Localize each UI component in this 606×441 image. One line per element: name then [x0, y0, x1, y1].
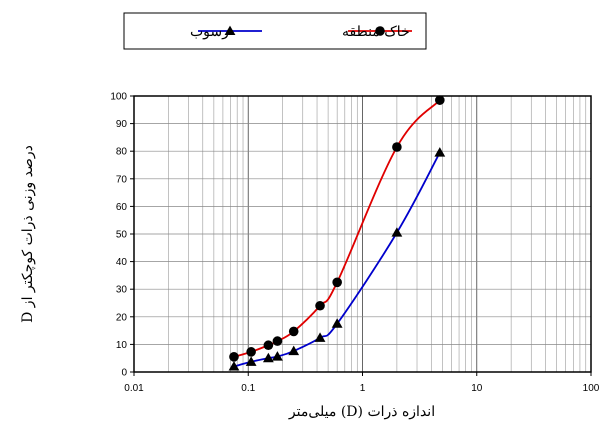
data-point-sediment [314, 332, 326, 342]
y-tick-label: 70 [116, 174, 128, 185]
y-tick-label: 10 [116, 340, 128, 351]
y-tick-label: 90 [116, 119, 128, 130]
series-line-sediment [233, 152, 441, 368]
data-point-sediment [331, 318, 343, 328]
y-tick-label: 100 [110, 92, 127, 103]
grid [134, 96, 591, 372]
x-tick-label: 0.01 [124, 383, 144, 394]
legend-label: رسوب [190, 24, 229, 40]
y-tick-label: 20 [116, 312, 128, 323]
data-point-soil [332, 277, 342, 288]
data-point-soil [435, 95, 445, 105]
plot-area: 0.01 0.1 1 10 100 0 10 20 30 40 50 60 70 80 90 100 [110, 92, 599, 395]
y-tick-label: 40 [116, 257, 128, 268]
legend-label: خاک منطقه [342, 24, 410, 40]
y-tick-label: 30 [116, 285, 128, 296]
legend-swatch-marker [375, 26, 385, 36]
x-axis-title: اندازه ذرات (D) میلی‌متر [288, 404, 435, 420]
data-point-sediment [272, 351, 283, 361]
x-tick-label: 100 [583, 383, 600, 394]
data-point-sediment [228, 361, 240, 371]
x-tick-label: 10 [471, 383, 483, 394]
data-point-soil [272, 336, 283, 346]
x-tick-label: 0.1 [241, 383, 255, 394]
data-point-soil [288, 326, 299, 337]
data-point-soil [392, 142, 402, 152]
y-axis-title: درصد وزنی ذرات کوچکتر از D [20, 145, 36, 323]
y-tick-label: 60 [116, 202, 128, 213]
y-tick-label: 0 [121, 368, 127, 379]
data-point-sediment [245, 356, 257, 366]
data-point-sediment [262, 352, 274, 363]
data-point-soil [315, 300, 325, 311]
data-point-soil [263, 340, 274, 351]
data-point-soil [246, 347, 256, 357]
y-tick-label: 80 [116, 147, 128, 158]
y-tick-label: 50 [116, 230, 128, 241]
data-point-sediment [434, 147, 446, 157]
series-line-soil [233, 99, 441, 358]
legend-swatch-marker [224, 25, 236, 36]
data-point-sediment [288, 345, 300, 356]
data-point-sediment [391, 227, 403, 237]
legend: خاک منطقه رسوب [123, 12, 427, 50]
x-tick-label: 1 [360, 383, 366, 394]
data-point-soil [229, 352, 239, 362]
